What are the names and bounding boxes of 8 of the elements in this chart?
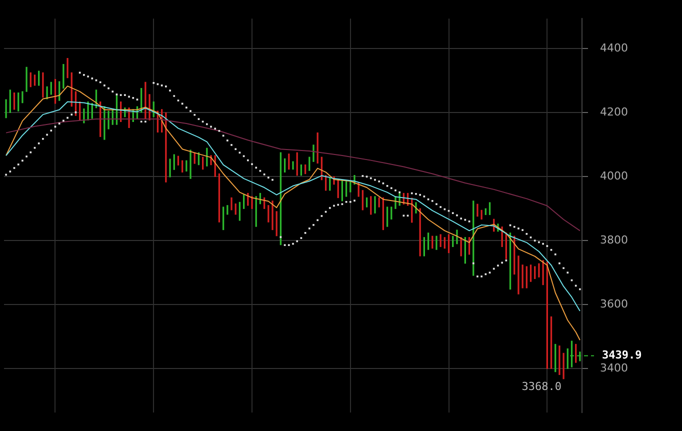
y-tick-label: 3400 [600,361,628,374]
y-tick-label: 3600 [600,297,628,310]
y-tick-label: 4000 [600,169,628,182]
y-tick-label: 4400 [600,42,628,55]
y-tick-label: 3800 [600,233,628,246]
annotation: 3368.0 [522,380,562,394]
ref-line-label: 3439.9 [602,348,642,362]
y-tick-label: 4200 [600,106,628,119]
